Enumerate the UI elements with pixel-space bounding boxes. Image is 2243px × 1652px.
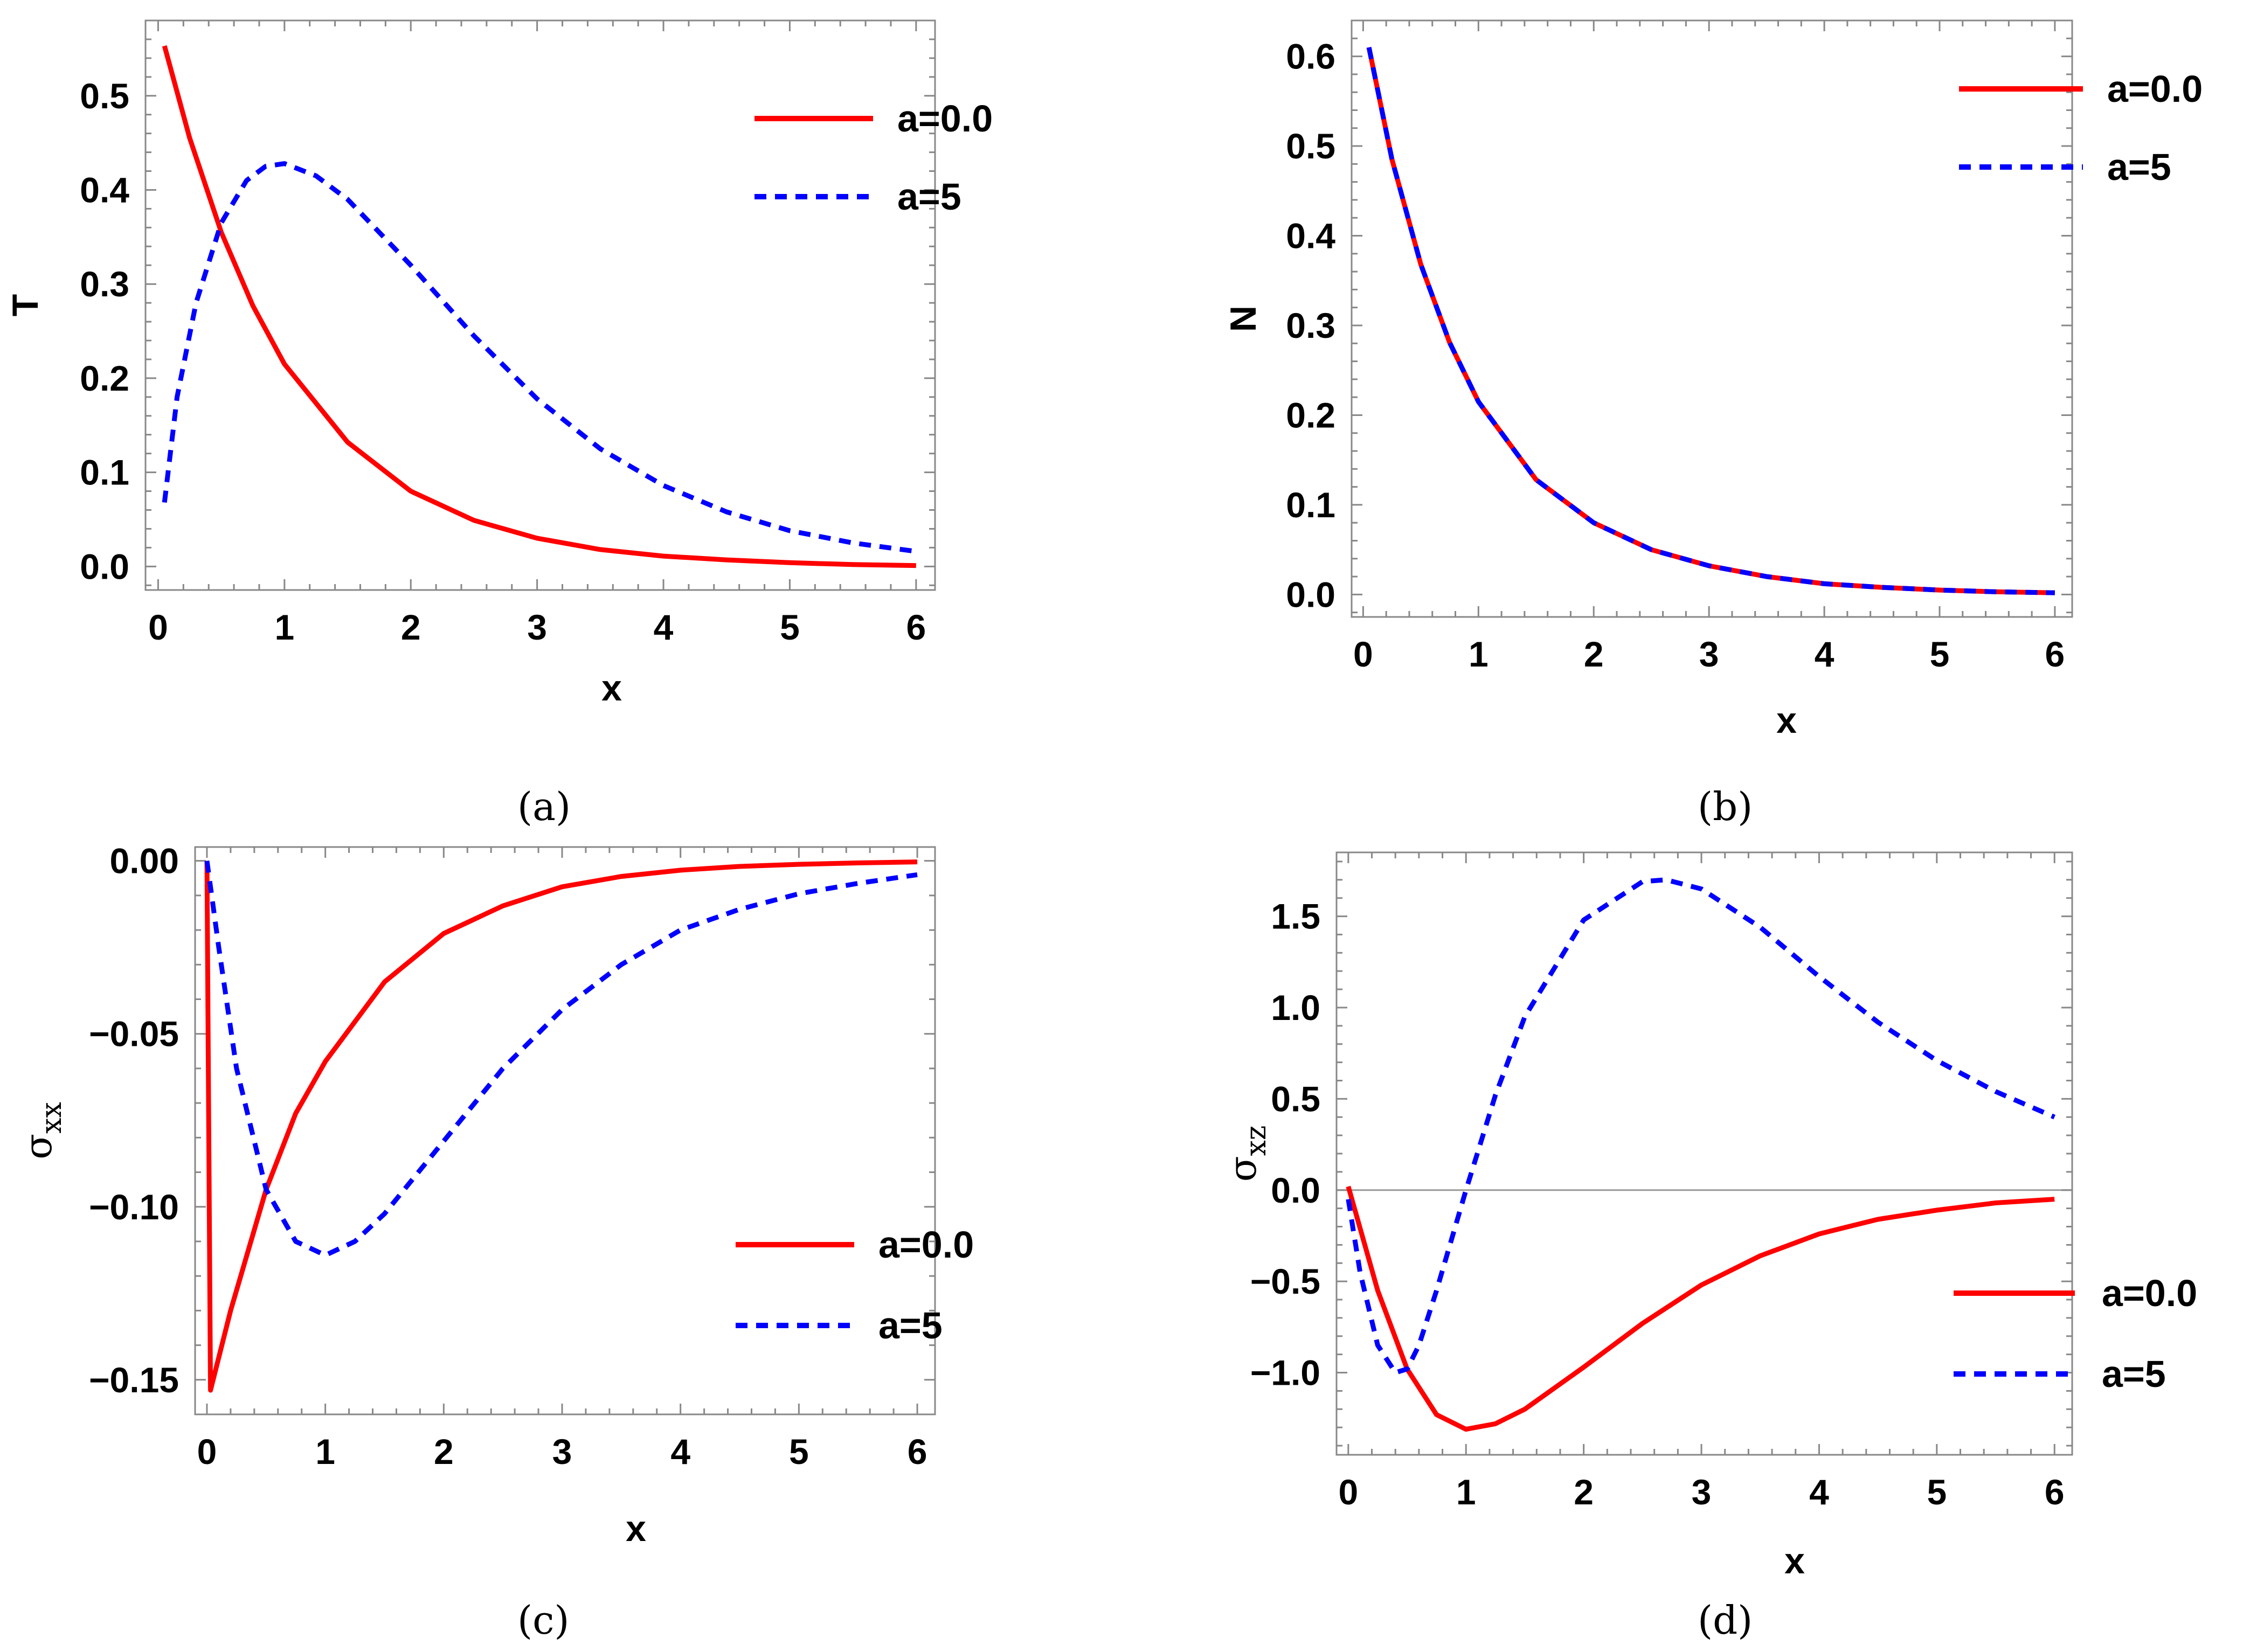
x-tick-label: 4 [670, 1432, 690, 1471]
chart-c-svg: 0 1 2 3 4 5 6 0.00 −0.05 −0.10 −0.15 x σxx a=0.0 a=5 [16, 841, 974, 1549]
chart-d-svg: 0 1 2 3 4 5 6 1.5 1.0 0.5 0.0 −0.5 −1.0 x σxz a=0.0 a=5 [1221, 851, 2197, 1581]
caption-d: (d) [1698, 1598, 1753, 1643]
y-tick-label: 1.5 [1271, 897, 1320, 936]
x-tick-label: 3 [527, 607, 547, 647]
x-tick-label: 6 [2045, 1472, 2065, 1512]
series-line-a00 [1346, 1185, 2055, 1432]
x-axis-label: x [1776, 700, 1797, 741]
legend-label: a=5 [2102, 1353, 2166, 1395]
caption-c: (c) [517, 1598, 570, 1643]
y-tick-label: −0.5 [1250, 1261, 1320, 1301]
series-line-a5 [162, 161, 917, 554]
x-tick-label: 4 [654, 607, 674, 647]
legend-label: a=5 [897, 176, 961, 218]
x-tick-label: 0 [1353, 634, 1373, 674]
y-tick-label: −0.10 [89, 1187, 179, 1227]
x-tick-label: 5 [1927, 1472, 1947, 1512]
x-tick-label: 2 [401, 607, 421, 647]
y-tick-label: 0.0 [1271, 1170, 1320, 1210]
series-line-a5 [204, 860, 918, 1258]
y-tick-label: 0.0 [80, 546, 129, 586]
x-tick-label: 5 [789, 1432, 809, 1471]
x-tick-label: 3 [1699, 634, 1719, 674]
plot-frame [1335, 851, 2073, 1456]
x-tick-label: 2 [1574, 1472, 1594, 1512]
y-tick-label: 0.4 [1286, 216, 1335, 256]
series-line-a5 [1366, 46, 2055, 595]
x-tick-label: 4 [1815, 634, 1834, 674]
y-tick-label: −0.15 [89, 1360, 179, 1400]
series-line-a00 [162, 45, 916, 568]
legend-label: a=0.0 [897, 98, 993, 140]
x-tick-label: 5 [1930, 634, 1950, 674]
x-tick-label: 1 [274, 607, 294, 647]
x-tick-label: 2 [1584, 634, 1604, 674]
x-axis-label: x [1784, 1540, 1805, 1581]
y-tick-label: 0.3 [80, 264, 129, 304]
caption-b: (b) [1698, 784, 1753, 829]
chart-panel-c: 0 1 2 3 4 5 6 0.00 −0.05 −0.10 −0.15 x σxx a=0.0 a=5 [0, 819, 1105, 1595]
x-tick-label: 4 [1809, 1472, 1829, 1512]
chart-panel-d: 0 1 2 3 4 5 6 1.5 1.0 0.5 0.0 −0.5 −1.0 x σxz a=0.0 a=5 [1132, 819, 2243, 1595]
y-axis-label: T [5, 294, 46, 317]
y-tick-label: 0.2 [1286, 395, 1335, 435]
chart-b-svg: 0 1 2 3 4 5 6 0.0 0.1 0.2 0.3 0.4 0.5 0.6 x Na=0.0 a=5 [1223, 19, 2203, 741]
y-tick-label: 0.1 [80, 453, 129, 492]
y-tick-label: −1.0 [1250, 1353, 1320, 1393]
x-tick-label: 3 [552, 1432, 572, 1471]
y-tick-label: 0.6 [1286, 37, 1335, 77]
x-tick-label: 1 [315, 1432, 335, 1471]
x-tick-label: 0 [197, 1432, 217, 1471]
x-tick-label: 2 [434, 1432, 454, 1471]
series-line-a00 [1366, 46, 2055, 595]
series-line-a5 [1346, 877, 2055, 1375]
y-tick-label: 0.5 [1271, 1079, 1320, 1119]
x-tick-label: 6 [2045, 634, 2065, 674]
x-tick-label: 6 [908, 1432, 927, 1471]
y-tick-label: 0.00 [110, 841, 179, 881]
y-tick-label: −0.05 [89, 1014, 179, 1054]
x-tick-label: 1 [1469, 634, 1489, 674]
x-axis-label: x [626, 1508, 646, 1549]
legend-label: a=0.0 [2107, 68, 2203, 110]
legend-label: a=0.0 [2102, 1272, 2197, 1314]
y-tick-label: 0.1 [1286, 485, 1335, 525]
plot-frame [194, 846, 936, 1415]
x-tick-label: 3 [1692, 1472, 1712, 1512]
y-axis-label: σxx [16, 1102, 68, 1159]
y-tick-label: 0.5 [1286, 126, 1335, 166]
y-tick-label: 0.3 [1286, 306, 1335, 345]
x-axis-label: x [601, 668, 622, 709]
series-line-a00 [204, 859, 918, 1393]
legend-label: a=5 [2107, 146, 2171, 188]
caption-a: (a) [517, 784, 571, 829]
y-tick-label: 0.4 [80, 170, 129, 210]
y-axis-label: N [1223, 306, 1264, 332]
x-tick-label: 6 [906, 607, 926, 647]
y-tick-label: 1.0 [1271, 988, 1320, 1028]
y-axis-label: σxz [1221, 1126, 1272, 1182]
legend-label: a=0.0 [878, 1224, 974, 1266]
y-tick-label: 0.0 [1286, 574, 1335, 614]
y-axis-label-subscript: xx [36, 1102, 68, 1134]
plot-frame [144, 19, 936, 591]
chart-a-svg: 0 1 2 3 4 5 6 0.0 0.1 0.2 0.3 0.4 0.5 x Ta=0.0 a=5 [5, 19, 993, 709]
y-tick-label: 0.2 [80, 358, 129, 398]
x-tick-label: 5 [780, 607, 800, 647]
x-tick-label: 0 [148, 607, 168, 647]
x-tick-label: 0 [1338, 1472, 1358, 1512]
plot-frame [1351, 19, 2073, 618]
x-tick-label: 1 [1456, 1472, 1476, 1512]
legend-label: a=5 [878, 1304, 943, 1346]
y-tick-label: 0.5 [80, 76, 129, 116]
y-axis-label-subscript: xz [1240, 1126, 1272, 1156]
